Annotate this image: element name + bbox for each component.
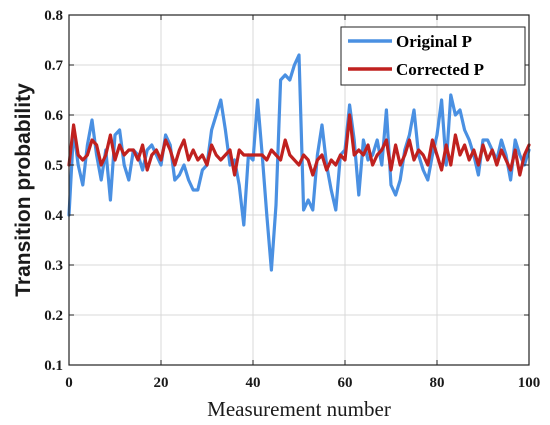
series-layer [67,53,531,272]
legend-box [340,26,526,86]
plot-frame [68,14,530,366]
x-axis-label: Measurement number [207,397,391,421]
y-tick-label: 0.3 [44,258,63,274]
legend-label-original-p: Original P [396,32,472,51]
y-tick-label: 0.2 [44,308,63,324]
y-tick-label: 0.8 [44,8,63,24]
y-axis-label: Transition probability [12,83,35,297]
series-line-corrected-p [67,113,531,177]
x-tick-label: 80 [430,375,445,391]
legend: Original P Corrected P [340,26,526,86]
y-tick-label: 0.6 [44,108,63,124]
y-tick-label: 0.7 [44,58,63,74]
x-tick-label: 20 [154,375,169,391]
y-tick-label: 0.5 [44,158,63,174]
legend-label-corrected-p: Corrected P [396,60,484,79]
y-tick-label: 0.4 [44,208,63,224]
y-tick-label: 0.1 [44,358,63,374]
x-tick-label: 100 [518,375,541,391]
x-tick-label: 0 [65,375,73,391]
axis-ticks: 0 20 40 60 80 100 0.1 0.2 0.3 0.4 0.5 0.6 0.7 0.8 [44,8,540,391]
x-tick-label: 60 [338,375,353,391]
x-tick-label: 40 [246,375,261,391]
